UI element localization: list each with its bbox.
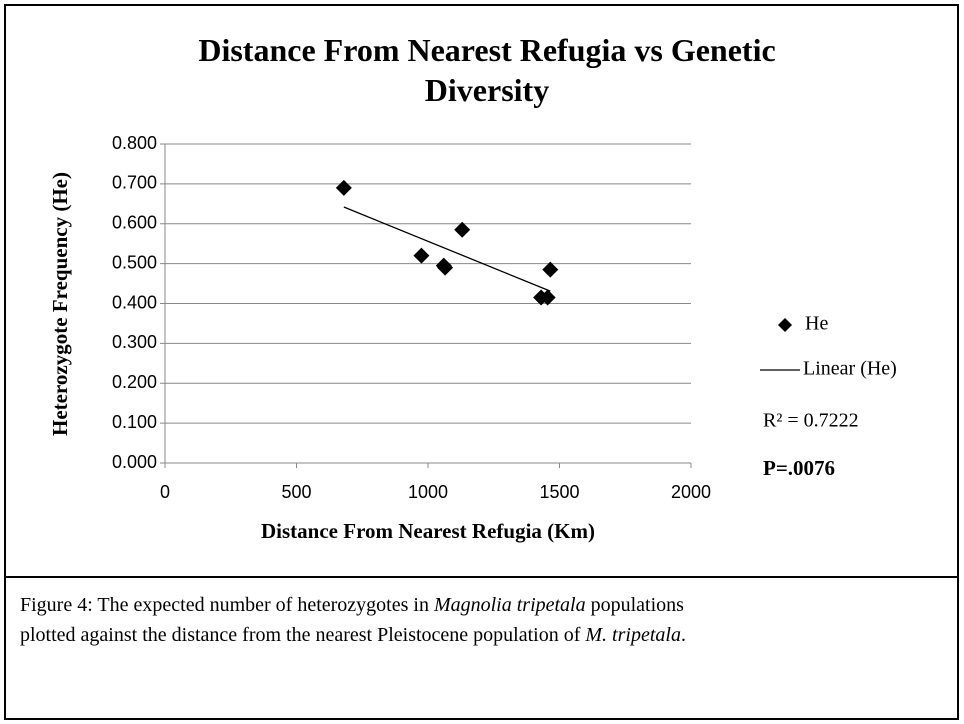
annotation: P=.0076 [763, 456, 835, 480]
caption-text: . [680, 624, 686, 646]
y-tick-label: 0.700 [112, 173, 157, 193]
legend-marker [778, 318, 792, 332]
y-tick-label: 0.300 [112, 332, 157, 352]
legend-label: Linear (He) [803, 358, 897, 380]
chart-frame [4, 4, 959, 578]
point [335, 179, 352, 196]
y-tick-label: 0.800 [112, 133, 157, 153]
x-tick-label: 0 [160, 482, 170, 502]
y-tick-label: 0.200 [112, 372, 157, 392]
chart-title: Distance From Nearest Refugia vs Genetic… [198, 32, 776, 108]
chart: 0.000 0.100 0.200 0.300 0.400 0.500 0.600 0.700… [48, 133, 897, 543]
caption-species: Magnolia tripetala [433, 594, 586, 616]
x-tick-label: 2000 [671, 482, 711, 502]
y-axis-label: Heterozygote Frequency (He) [48, 172, 72, 436]
y-tick-label: 0.600 [112, 213, 157, 233]
point [539, 289, 556, 306]
caption-text: Figure 4: The expected number of heteroz… [20, 594, 434, 616]
x-tick-label: 1000 [408, 482, 448, 502]
y-tick-label: 0.400 [112, 292, 157, 312]
caption: Figure 4: The expected number of heteroz… [20, 590, 950, 650]
caption-text: populations [585, 594, 684, 616]
x-axis-label: Distance From Nearest Refugia (Km) [261, 519, 595, 543]
x-tick-label: 500 [281, 482, 311, 502]
point [454, 221, 471, 238]
legend-label: He [805, 313, 828, 335]
caption-text: plotted against the distance from the ne… [20, 624, 586, 646]
caption-species: M. tripetala [585, 624, 681, 646]
annotation: R² = 0.7222 [763, 410, 859, 432]
y-tick-label: 0.000 [112, 452, 157, 472]
point [437, 259, 454, 276]
x-tick-label: 1500 [539, 482, 579, 502]
trendline [343, 206, 551, 292]
y-tick-label: 0.100 [112, 412, 157, 432]
y-tick-label: 0.500 [112, 252, 157, 272]
point [413, 247, 430, 264]
point [542, 261, 559, 278]
